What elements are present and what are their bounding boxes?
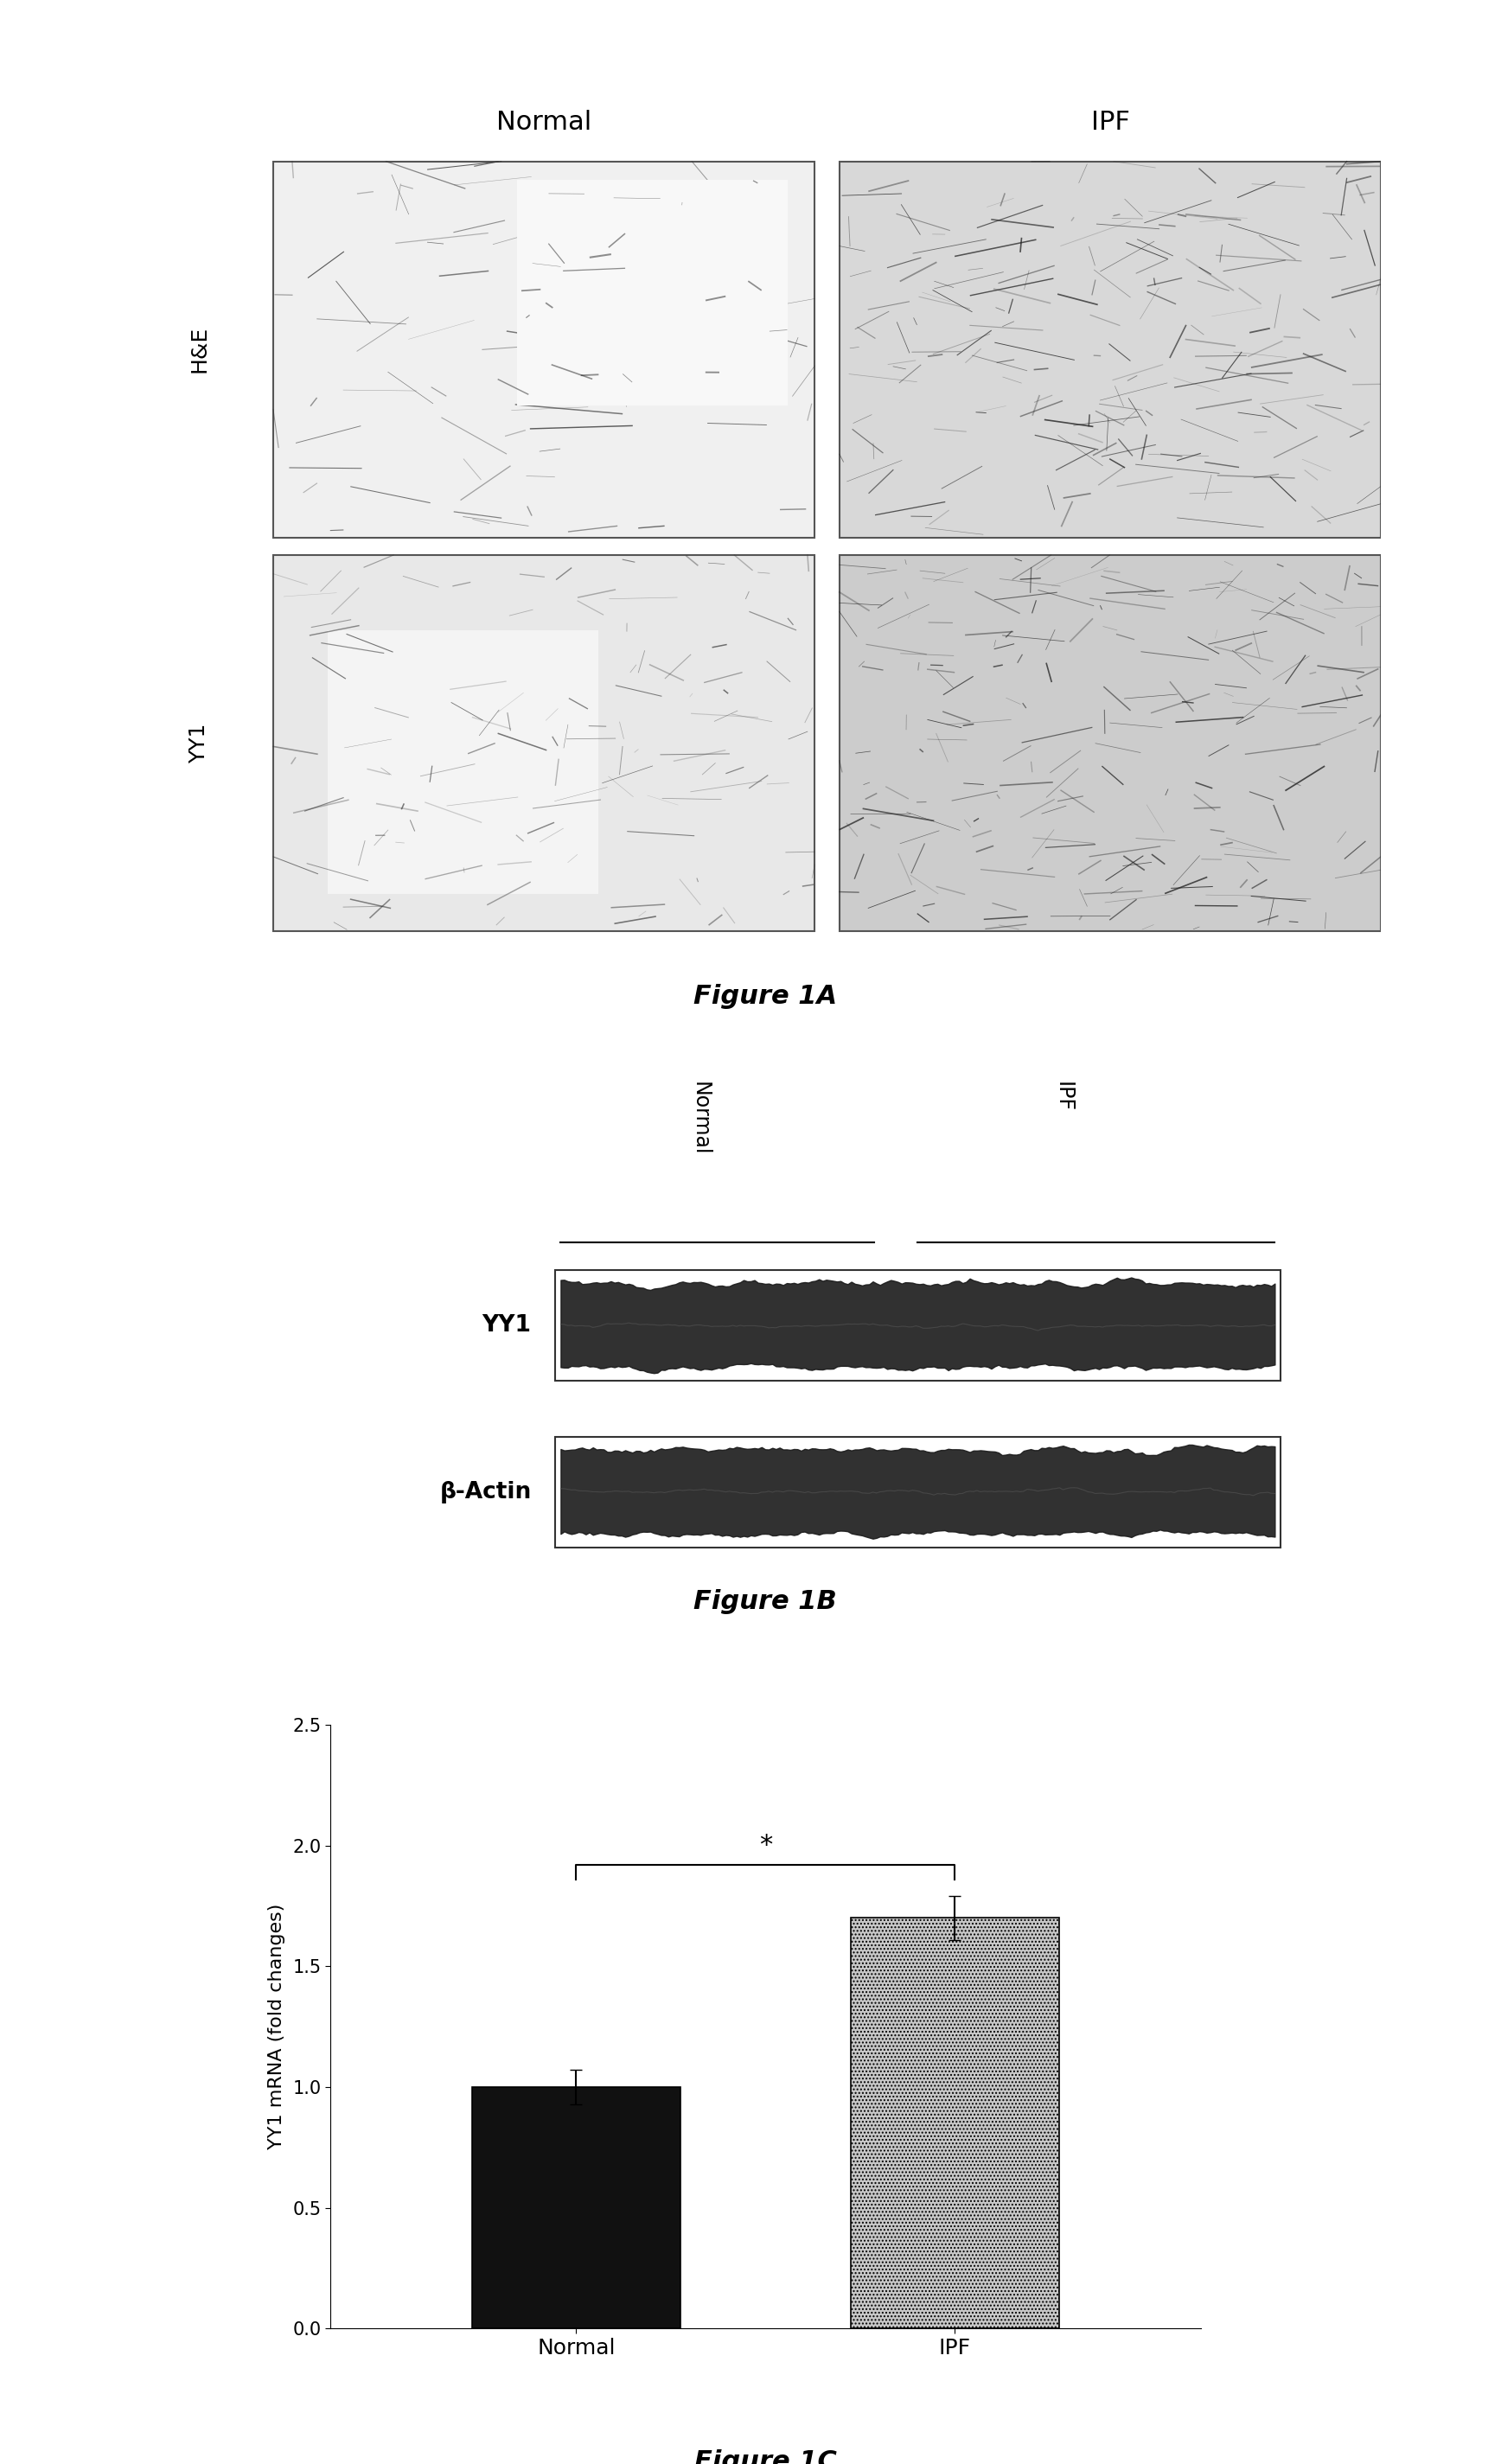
Bar	[273, 554, 815, 931]
Text: Figure 1B: Figure 1B	[693, 1589, 838, 1614]
Text: Normal: Normal	[689, 1082, 710, 1156]
Y-axis label: YY1 mRNA (fold changes): YY1 mRNA (fold changes)	[269, 1905, 285, 2149]
Text: IPF: IPF	[1091, 111, 1130, 136]
Bar	[555, 1271, 1280, 1382]
Text: Figure 1A: Figure 1A	[693, 983, 838, 1008]
Bar	[327, 631, 597, 894]
Text: YY1: YY1	[482, 1313, 531, 1338]
Bar	[273, 163, 815, 537]
Text: Figure 1C: Figure 1C	[695, 2449, 836, 2464]
Bar	[839, 163, 1381, 537]
Text: β-Actin: β-Actin	[440, 1481, 531, 1503]
Text: *: *	[760, 1833, 772, 1858]
Text: H&E: H&E	[189, 325, 210, 372]
Text: Normal: Normal	[497, 111, 591, 136]
Bar	[851, 1917, 1058, 2328]
Bar	[516, 180, 788, 407]
Bar	[839, 554, 1381, 931]
Text: IPF: IPF	[1052, 1082, 1073, 1111]
Bar	[555, 1437, 1280, 1547]
Bar	[473, 2087, 680, 2328]
Text: YY1: YY1	[189, 722, 210, 764]
